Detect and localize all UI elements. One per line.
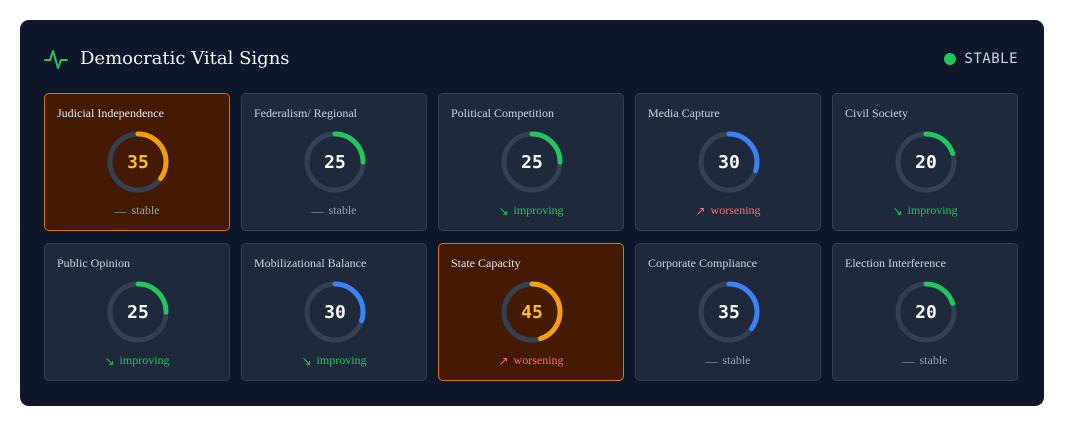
metric-card[interactable]: Political Competition 25 ↘ improving (438, 93, 624, 231)
metric-card[interactable]: Mobilizational Balance 30 ↘ improving (241, 243, 427, 381)
gauge-arc (304, 281, 366, 343)
metric-label: Public Opinion (57, 256, 131, 270)
metric-label: Judicial Independence (57, 106, 164, 120)
score-gauge: 45 (500, 280, 564, 344)
gauge-arc (698, 131, 760, 193)
score-value: 25 (521, 151, 543, 173)
trend-indicator: ↘ improving (242, 353, 426, 368)
trend-indicator: — stable (45, 203, 229, 218)
trend-indicator: — stable (833, 353, 1017, 368)
score-gauge: 30 (697, 130, 761, 194)
trend-worsening-icon: ↗ (498, 353, 509, 368)
gauge-arc (501, 131, 563, 193)
score-gauge: 20 (894, 280, 958, 344)
metric-label: Mobilizational Balance (254, 256, 367, 270)
score-value: 20 (915, 301, 937, 323)
trend-label: improving (316, 353, 367, 367)
trend-label: worsening (710, 203, 761, 217)
metric-card[interactable]: Media Capture 30 ↗ worsening (635, 93, 821, 231)
trend-label: stable (328, 203, 357, 217)
trend-worsening-icon: ↗ (695, 203, 706, 218)
trend-indicator: ↗ worsening (636, 203, 820, 218)
gauge-arc (107, 281, 169, 343)
gauge-arc (501, 281, 563, 343)
gauge-arc (698, 281, 760, 343)
score-value: 25 (127, 301, 149, 323)
metric-card[interactable]: Civil Society 20 ↘ improving (832, 93, 1018, 231)
gauge-arc (895, 131, 957, 193)
trend-indicator: ↘ improving (439, 203, 623, 218)
trend-label: improving (119, 353, 170, 367)
metric-label: State Capacity (451, 256, 521, 270)
gauge-arc (895, 281, 957, 343)
metric-card[interactable]: Judicial Independence 35 — stable (44, 93, 230, 231)
trend-label: improving (513, 203, 564, 217)
score-value: 20 (915, 151, 937, 173)
trend-stable-icon: — (902, 353, 915, 368)
trend-indicator: — stable (636, 353, 820, 368)
score-gauge: 35 (697, 280, 761, 344)
trend-label: stable (722, 353, 751, 367)
score-gauge: 25 (303, 130, 367, 194)
trend-label: improving (907, 203, 958, 217)
metric-label: Civil Society (845, 106, 908, 120)
metric-label: Federalism/ Regional (254, 106, 357, 120)
trend-improving-icon: ↘ (498, 203, 509, 218)
score-value: 30 (718, 151, 740, 173)
trend-indicator: ↗ worsening (439, 353, 623, 368)
metric-card[interactable]: State Capacity 45 ↗ worsening (438, 243, 624, 381)
trend-indicator: ↘ improving (833, 203, 1017, 218)
metric-label: Corporate Compliance (648, 256, 757, 270)
score-gauge: 25 (500, 130, 564, 194)
score-value: 30 (324, 301, 346, 323)
trend-stable-icon: — (311, 203, 324, 218)
metric-card[interactable]: Public Opinion 25 ↘ improving (44, 243, 230, 381)
status-dot (944, 53, 957, 65)
score-gauge: 20 (894, 130, 958, 194)
score-value: 25 (324, 151, 346, 173)
trend-stable-icon: — (114, 203, 127, 218)
metric-card[interactable]: Corporate Compliance 35 — stable (635, 243, 821, 381)
trend-label: worsening (513, 353, 564, 367)
trend-label: stable (131, 203, 160, 217)
panel-title: Democratic Vital Signs (80, 48, 290, 69)
pulse-icon (44, 50, 68, 69)
trend-indicator: — stable (242, 203, 426, 218)
trend-improving-icon: ↘ (301, 353, 312, 368)
trend-stable-icon: — (705, 353, 718, 368)
score-gauge: 25 (106, 280, 170, 344)
trend-improving-icon: ↘ (892, 203, 903, 218)
score-value: 35 (718, 301, 740, 323)
score-gauge: 30 (303, 280, 367, 344)
trend-label: stable (919, 353, 948, 367)
trend-indicator: ↘ improving (45, 353, 229, 368)
metric-card[interactable]: Federalism/ Regional 25 — stable (241, 93, 427, 231)
metric-label: Election Interference (845, 256, 946, 270)
score-value: 35 (127, 151, 149, 173)
metric-card[interactable]: Election Interference 20 — stable (832, 243, 1018, 381)
gauge-arc (107, 131, 169, 193)
status-indicator: STABLE (944, 46, 1018, 72)
trend-improving-icon: ↘ (104, 353, 115, 368)
status-label: STABLE (964, 51, 1018, 67)
score-value: 45 (521, 301, 543, 323)
vital-signs-panel: Democratic Vital Signs STABLE Judicial I… (20, 20, 1044, 406)
metric-label: Political Competition (451, 106, 554, 120)
score-gauge: 35 (106, 130, 170, 194)
panel-header: Democratic Vital Signs STABLE (44, 46, 1020, 72)
gauge-arc (304, 131, 366, 193)
metric-label: Media Capture (648, 106, 720, 120)
